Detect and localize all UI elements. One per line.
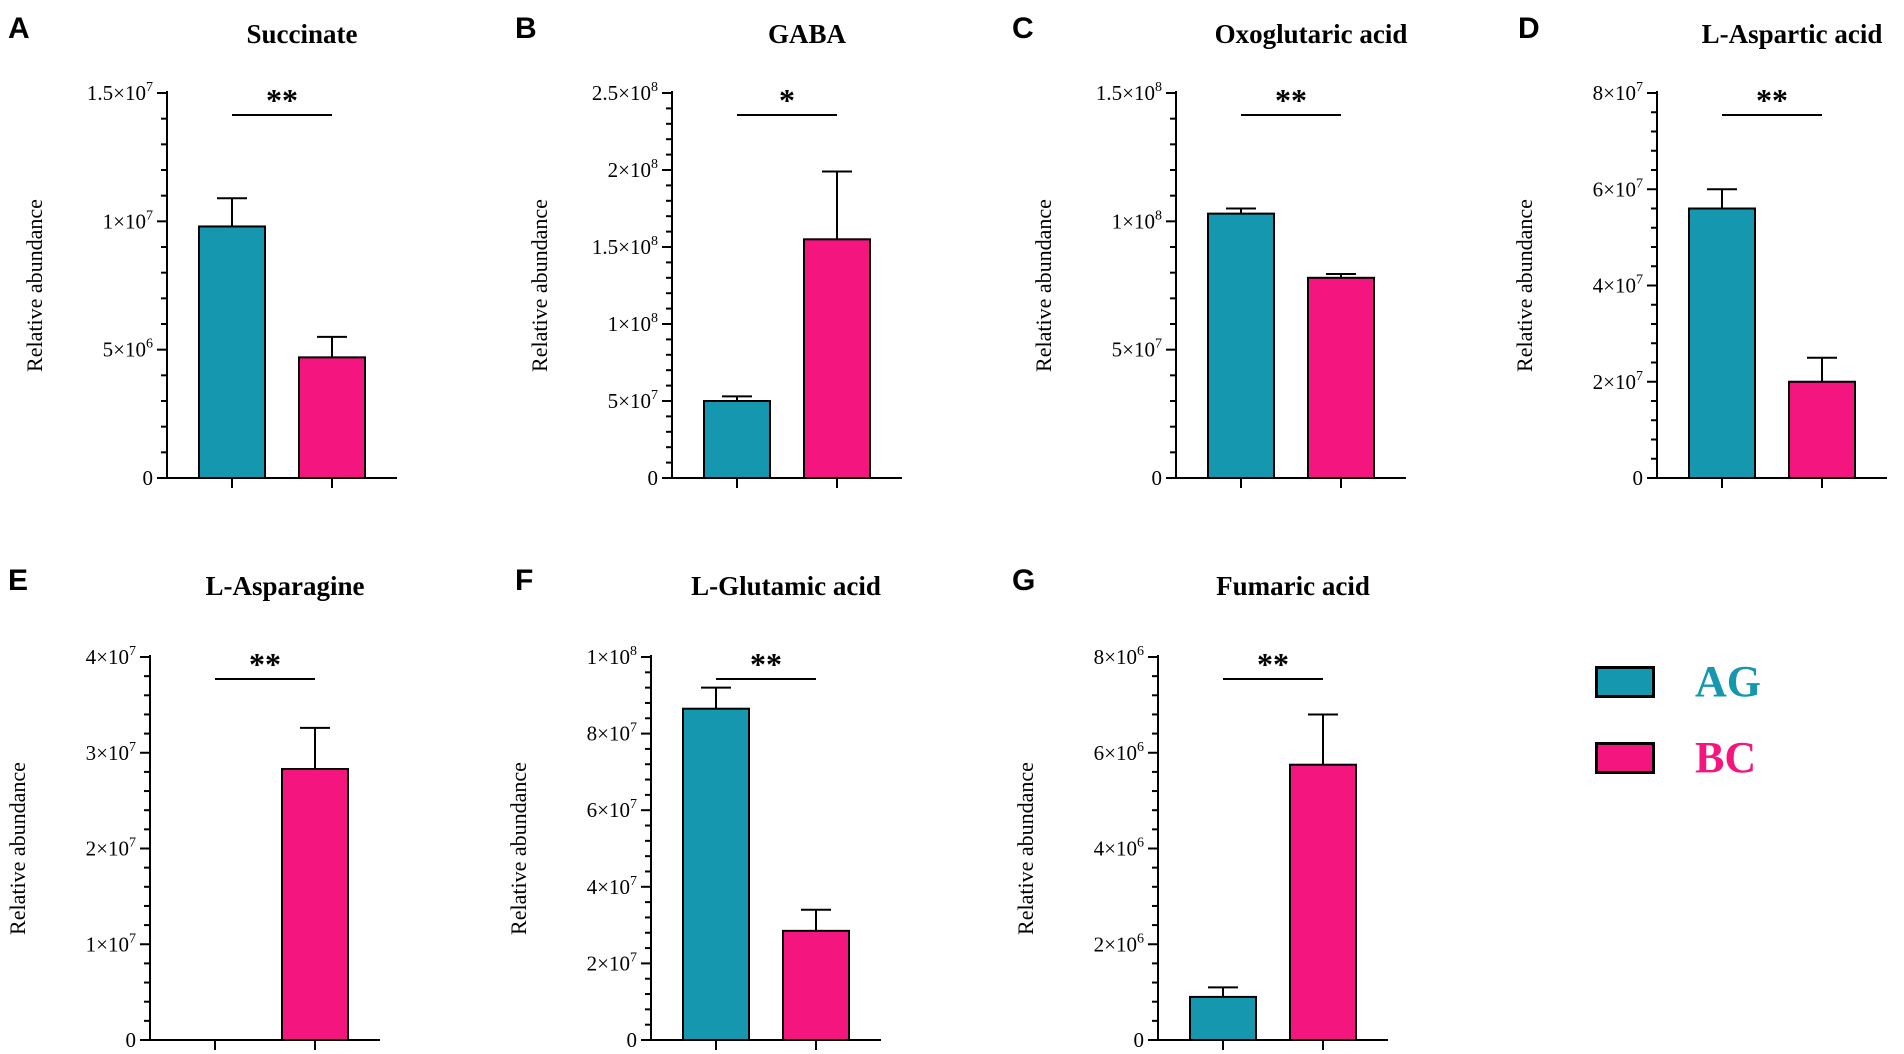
y-tick-label: 4×107 xyxy=(1593,273,1643,298)
panel-letter: B xyxy=(515,12,537,45)
legend-item-ag: AG xyxy=(1595,657,1855,706)
panel-a: A Succinate Relative abundance 0 5×106 1×107 1… xyxy=(8,12,397,490)
y-tick-label: 4×106 xyxy=(1094,836,1144,861)
significance-marker: ** xyxy=(750,646,782,682)
chart-title: GABA xyxy=(768,19,847,49)
bar-ag xyxy=(682,707,750,1042)
panel-letter: C xyxy=(1012,12,1034,45)
bar-ag xyxy=(1688,207,1756,479)
y-tick-label: 6×106 xyxy=(1094,740,1144,765)
bar-ag xyxy=(703,400,771,479)
y-tick-label: 5×107 xyxy=(1112,337,1162,362)
panel-g: G Fumaric acid Relative abundance 0 2×106 4×1… xyxy=(1012,564,1388,1052)
y-tick-label: 0 xyxy=(1134,1028,1145,1052)
y-tick-label: 3×107 xyxy=(86,740,136,765)
y-tick-label: 0 xyxy=(1633,466,1644,490)
y-tick-label: 0 xyxy=(126,1028,137,1052)
panel-f: F L-Glutamic acid Relative abundance 0 2×107… xyxy=(506,564,881,1052)
y-tick-label: 5×107 xyxy=(608,388,658,413)
chart-title: L-Glutamic acid xyxy=(691,571,881,601)
y-tick-label: 2×106 xyxy=(1094,931,1144,956)
y-axis-label: Relative abundance xyxy=(506,762,531,935)
panel-letter: F xyxy=(515,564,533,597)
panel-letter: E xyxy=(8,564,28,597)
bar-bc xyxy=(298,356,366,479)
bar-ag xyxy=(1207,212,1275,479)
chart-title: Oxoglutaric acid xyxy=(1215,19,1408,49)
chart-title: Succinate xyxy=(247,19,358,49)
y-axis-label: Relative abundance xyxy=(1013,762,1038,935)
significance-marker: ** xyxy=(249,646,281,682)
y-tick-label: 6×107 xyxy=(1593,176,1643,201)
y-tick-label: 0 xyxy=(143,466,154,490)
y-tick-label: 0 xyxy=(627,1028,638,1052)
panel-letter: G xyxy=(1012,564,1035,597)
significance-marker: ** xyxy=(1257,646,1289,682)
y-tick-label: 2×108 xyxy=(608,157,658,182)
y-tick-label: 4×107 xyxy=(587,874,637,899)
y-tick-label: 0 xyxy=(1152,466,1163,490)
y-tick-label: 4×107 xyxy=(86,644,136,669)
panel-letter: D xyxy=(1518,12,1540,45)
significance-marker: * xyxy=(779,82,795,118)
y-tick-label: 8×106 xyxy=(1094,644,1144,669)
bar-bc xyxy=(1307,276,1375,479)
y-axis-label: Relative abundance xyxy=(527,199,552,372)
chart-title: L-Aspartic acid xyxy=(1702,19,1883,49)
y-tick-label: 1×108 xyxy=(1112,208,1162,233)
y-tick-label: 2.5×108 xyxy=(592,80,658,105)
panel-e: E L-Asparagine Relative abundance 0 1×107 2×1… xyxy=(5,564,380,1052)
y-tick-label: 2×107 xyxy=(86,836,136,861)
y-tick-label: 6×107 xyxy=(587,797,637,822)
panel-letter: A xyxy=(8,12,30,45)
y-tick-label: 0 xyxy=(648,466,659,490)
chart-title: Fumaric acid xyxy=(1216,571,1370,601)
bar-bc xyxy=(1788,380,1856,479)
panel-c: C Oxoglutaric acid Relative abundance 0 5×10… xyxy=(1012,12,1407,490)
legend-label-ag: AG xyxy=(1695,657,1761,706)
bar-bc xyxy=(1289,763,1357,1041)
legend-label-bc: BC xyxy=(1695,733,1757,782)
legend-swatch-ag xyxy=(1595,666,1655,698)
y-tick-label: 5×106 xyxy=(103,337,153,362)
y-axis-label: Relative abundance xyxy=(1512,199,1537,372)
y-tick-label: 2×107 xyxy=(1593,369,1643,394)
legend-item-bc: BC xyxy=(1595,733,1855,782)
y-axis-label: Relative abundance xyxy=(5,762,30,935)
legend: AG BC xyxy=(1595,657,1855,782)
bar-bc xyxy=(281,768,349,1042)
y-tick-label: 1×107 xyxy=(86,931,136,956)
y-tick-label: 8×107 xyxy=(587,721,637,746)
y-tick-label: 1.5×107 xyxy=(87,80,153,105)
significance-marker: ** xyxy=(1275,82,1307,118)
y-tick-label: 1×107 xyxy=(103,208,153,233)
bar-ag xyxy=(198,225,266,479)
panel-b: B GABA Relative abundance 0 5×107 1×108 1.5×10… xyxy=(515,12,902,490)
panel-d: D L-Aspartic acid Relative abundance 0 2×107… xyxy=(1512,12,1887,490)
y-tick-label: 8×107 xyxy=(1593,80,1643,105)
significance-marker: ** xyxy=(266,82,298,118)
y-tick-label: 2×107 xyxy=(587,950,637,975)
y-tick-label: 1.5×108 xyxy=(1096,80,1162,105)
bar-ag xyxy=(1189,995,1257,1041)
y-tick-label: 1×108 xyxy=(587,644,637,669)
y-axis-label: Relative abundance xyxy=(22,199,47,372)
bar-bc xyxy=(803,238,871,479)
chart-title: L-Asparagine xyxy=(205,571,364,601)
bar-bc xyxy=(782,929,850,1041)
y-axis-label: Relative abundance xyxy=(1031,199,1056,372)
y-tick-label: 1.5×108 xyxy=(592,234,658,259)
significance-marker: ** xyxy=(1756,82,1788,118)
legend-swatch-bc xyxy=(1595,742,1655,774)
y-tick-label: 1×108 xyxy=(608,311,658,336)
